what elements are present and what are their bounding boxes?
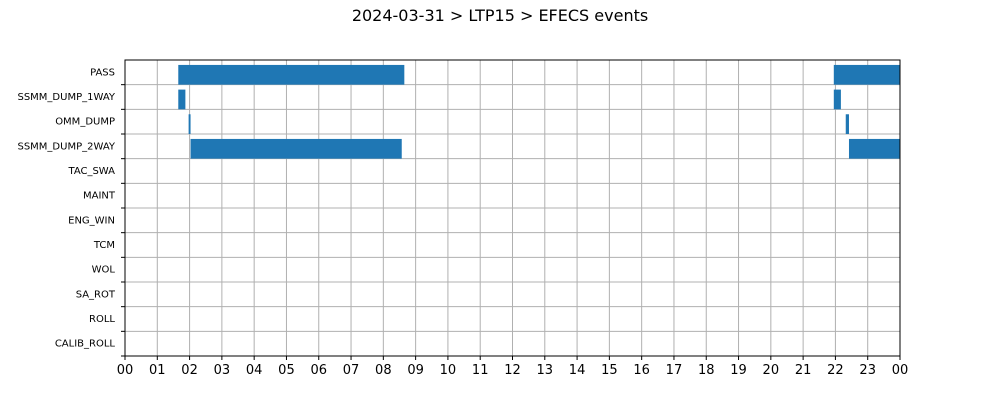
x-tick-label: 11 xyxy=(472,363,489,378)
x-tick-label: 05 xyxy=(278,363,295,378)
y-tick-label: MAINT xyxy=(83,191,116,202)
x-tick-label: 13 xyxy=(537,363,554,378)
x-tick-label: 15 xyxy=(601,363,618,378)
x-tick-label: 23 xyxy=(859,363,876,378)
x-tick-label: 10 xyxy=(440,363,457,378)
x-tick-label: 00 xyxy=(892,363,909,378)
y-tick-label: PASS xyxy=(90,67,115,78)
x-tick-label: 03 xyxy=(214,363,231,378)
x-tick-label: 04 xyxy=(246,363,263,378)
x-tick-label: 02 xyxy=(181,363,198,378)
x-tick-label: 06 xyxy=(310,363,327,378)
grid-layer xyxy=(124,60,901,356)
x-tick-label: 00 xyxy=(117,363,134,378)
chart-title: 2024-03-31 > LTP15 > EFECS events xyxy=(351,6,649,25)
x-tick-label: 12 xyxy=(504,363,521,378)
y-axis: PASS SSMM_DUMP_1WAY OMM_DUMP SSMM_DUMP_2WAY… xyxy=(17,67,125,357)
x-tick-label: 09 xyxy=(407,363,424,378)
y-tick-label: SSMM_DUMP_2WAY xyxy=(17,141,115,152)
x-tick-label: 07 xyxy=(343,363,360,378)
x-tick-label: 16 xyxy=(633,363,650,378)
y-tick-label: TCM xyxy=(93,240,115,251)
x-tick-label: 20 xyxy=(763,363,780,378)
event-bar xyxy=(188,114,191,134)
event-bar xyxy=(178,89,186,110)
x-tick-label: 14 xyxy=(569,363,586,378)
event-bar xyxy=(848,138,900,159)
event-bar xyxy=(845,114,849,134)
event-bar xyxy=(178,64,405,85)
x-axis: 00 01 02 03 04 05 06 07 08 09 10 11 12 13 14 15 16 17 18 19… xyxy=(117,356,909,378)
y-tick-label: OMM_DUMP xyxy=(55,117,115,128)
event-bar xyxy=(833,64,900,85)
x-tick-label: 18 xyxy=(698,363,715,378)
y-tick-label: TAC_SWA xyxy=(67,166,115,177)
event-bar xyxy=(833,89,841,110)
x-tick-label: 19 xyxy=(730,363,747,378)
x-tick-label: 01 xyxy=(149,363,166,378)
y-tick-label: SSMM_DUMP_1WAY xyxy=(17,92,115,103)
y-tick-label: CALIB_ROLL xyxy=(55,339,116,350)
y-tick-label: ROLL xyxy=(89,314,115,325)
event-bar xyxy=(190,138,402,159)
bars-layer xyxy=(178,64,900,159)
x-tick-label: 22 xyxy=(827,363,844,378)
x-tick-label: 08 xyxy=(375,363,392,378)
y-tick-label: ENG_WIN xyxy=(68,215,115,226)
x-tick-label: 21 xyxy=(795,363,812,378)
y-tick-label: SA_ROT xyxy=(76,289,116,300)
y-tick-label: WOL xyxy=(92,265,116,276)
x-tick-label: 17 xyxy=(666,363,683,378)
